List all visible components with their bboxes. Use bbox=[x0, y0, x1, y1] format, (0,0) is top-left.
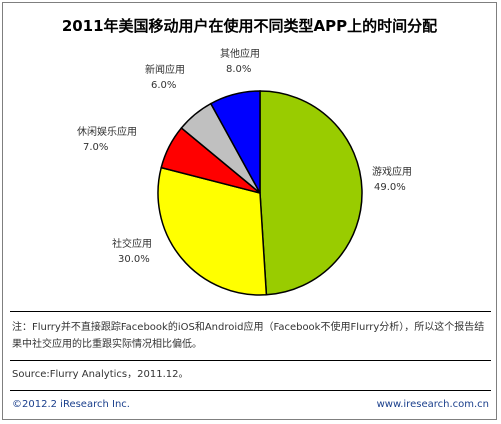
slice-value-label: 49.0% bbox=[374, 182, 406, 193]
slice-value-label: 8.0% bbox=[226, 64, 251, 75]
slice-category-label: 其他应用 bbox=[220, 47, 260, 60]
slice-category-label: 游戏应用 bbox=[372, 165, 412, 178]
pie-slice-2 bbox=[157, 166, 268, 296]
slice-category-label: 休闲娱乐应用 bbox=[77, 125, 137, 138]
chart-note: 注：Flurry并不直接跟踪Facebook的iOS和Android应用（Fac… bbox=[12, 322, 485, 350]
slice-value-label: 6.0% bbox=[151, 80, 176, 91]
chart-frame: 2011年美国移动用户在使用不同类型APP上的时间分配 bbox=[2, 2, 497, 420]
divider-top bbox=[10, 311, 491, 312]
slice-category-label: 社交应用 bbox=[112, 237, 152, 250]
website-text: www.iresearch.com.cn bbox=[376, 399, 489, 410]
pie-slice-5 bbox=[209, 90, 261, 194]
divider-bottom bbox=[10, 390, 491, 391]
pie-slice-1 bbox=[259, 90, 363, 296]
slice-value-label: 30.0% bbox=[118, 254, 150, 265]
chart-title: 2011年美国移动用户在使用不同类型APP上的时间分配 bbox=[61, 17, 438, 35]
chart-source: Source:Flurry Analytics，2011.12。 bbox=[12, 369, 189, 380]
pie-slices bbox=[157, 90, 363, 296]
slice-category-label: 新闻应用 bbox=[145, 63, 185, 76]
pie-labels: 游戏应用 49.0% 社交应用 30.0% 休闲娱乐应用 7.0% 新闻应用 6.0% 其他应用… bbox=[77, 47, 412, 265]
slice-value-label: 7.0% bbox=[83, 142, 108, 153]
divider-middle bbox=[10, 360, 491, 361]
copyright-text: ©2012.2 iResearch Inc. bbox=[12, 399, 130, 410]
footer: ©2012.2 iResearch Inc. www.iresearch.com… bbox=[12, 399, 489, 410]
